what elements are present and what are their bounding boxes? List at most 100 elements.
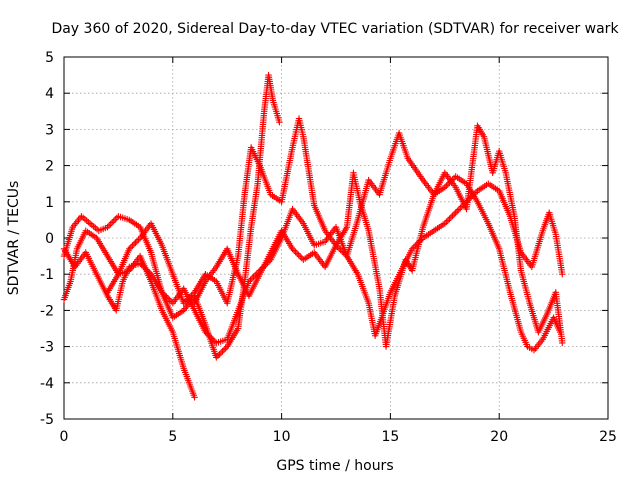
series-track-5 xyxy=(191,122,566,350)
data-point xyxy=(216,351,223,358)
data-point xyxy=(443,182,450,189)
y-tick-label: -4 xyxy=(40,376,54,392)
data-point xyxy=(449,212,456,219)
data-point xyxy=(129,242,136,249)
data-point xyxy=(105,222,113,229)
x-tick-label: 20 xyxy=(490,429,508,445)
data-point xyxy=(108,219,116,226)
data-point xyxy=(213,354,220,361)
data-point xyxy=(143,266,150,273)
data-point xyxy=(297,253,304,260)
series-track-2 xyxy=(60,71,283,361)
data-point xyxy=(292,248,299,256)
data-point xyxy=(450,211,458,218)
data-point xyxy=(446,215,453,223)
y-tick-label: -2 xyxy=(40,303,54,319)
data-point xyxy=(444,217,452,224)
data-point xyxy=(189,290,197,298)
data-point xyxy=(166,296,173,304)
data-point xyxy=(211,338,218,345)
data-point xyxy=(340,249,347,257)
data-point xyxy=(289,245,296,253)
data-point xyxy=(335,245,343,252)
x-tick-label: 10 xyxy=(273,429,291,445)
data-point xyxy=(208,335,215,342)
data-point xyxy=(293,250,301,257)
data-point xyxy=(251,272,259,279)
x-tick-label: 15 xyxy=(381,429,399,445)
y-tick-label: 1 xyxy=(45,195,54,211)
y-axis-label: SDTVAR / TECUs xyxy=(6,181,22,296)
data-point xyxy=(276,118,283,126)
data-point xyxy=(214,352,222,360)
data-point xyxy=(110,217,117,225)
data-point xyxy=(127,244,135,251)
x-axis-label: GPS time / hours xyxy=(276,458,393,474)
data-point xyxy=(104,223,111,231)
data-point xyxy=(408,245,416,253)
x-tick-label: 5 xyxy=(168,429,177,445)
data-point xyxy=(337,246,344,254)
data-point xyxy=(164,295,172,302)
data-point xyxy=(454,207,461,215)
data-point xyxy=(130,241,138,248)
y-tick-label: 2 xyxy=(45,159,54,175)
data-point xyxy=(210,336,217,344)
data-point xyxy=(441,220,448,227)
data-point xyxy=(133,237,141,245)
data-point xyxy=(410,244,417,251)
x-tick-label: 0 xyxy=(60,429,69,445)
y-tick-label: 3 xyxy=(45,122,54,138)
data-point xyxy=(443,218,450,226)
data-point xyxy=(455,206,462,213)
plot-frame xyxy=(63,56,609,420)
data-point xyxy=(132,239,139,246)
data-point xyxy=(126,245,133,253)
data-point xyxy=(191,394,198,401)
y-tick-label: 4 xyxy=(45,86,54,102)
y-tick-label: 5 xyxy=(45,50,54,66)
data-point xyxy=(135,236,142,243)
axis-ticks: 0 5 10 15 20 25 -5 -4 -3 -2 -1 0 1 2 3 4 5 xyxy=(40,50,617,445)
y-tick-label: -5 xyxy=(40,412,54,428)
data-point xyxy=(188,292,195,299)
data-point xyxy=(163,293,170,301)
data-point xyxy=(206,333,214,340)
data-point xyxy=(220,346,228,353)
data-point xyxy=(452,209,459,216)
data-point xyxy=(161,292,169,299)
data-point xyxy=(186,293,194,301)
data-point xyxy=(290,247,298,254)
data-point xyxy=(144,267,152,275)
data-point xyxy=(182,298,189,305)
data-point xyxy=(112,216,119,223)
data-point xyxy=(180,299,187,307)
y-tick-label: -1 xyxy=(40,267,54,283)
data-point xyxy=(441,184,448,191)
chart-title: Day 360 of 2020, Sidereal Day-to-day VTE… xyxy=(51,21,619,37)
data-point xyxy=(146,269,153,276)
data-point xyxy=(136,260,144,267)
data-point xyxy=(250,273,257,280)
y-tick-label: 0 xyxy=(45,231,54,247)
data-point xyxy=(245,278,253,285)
data-point xyxy=(222,344,229,352)
data-point xyxy=(248,275,256,282)
data-point xyxy=(559,271,566,278)
x-tick-label: 25 xyxy=(599,429,617,445)
data-point xyxy=(247,276,254,284)
data-points xyxy=(60,71,566,401)
data-point xyxy=(217,349,225,357)
data-point xyxy=(203,330,211,337)
data-point xyxy=(447,214,455,221)
data-point xyxy=(185,295,192,302)
data-point xyxy=(107,220,114,228)
data-point xyxy=(113,214,121,222)
data-point xyxy=(183,296,190,304)
data-point xyxy=(141,264,149,272)
data-point xyxy=(457,204,464,212)
data-point xyxy=(205,332,212,339)
data-point xyxy=(138,261,145,269)
data-point xyxy=(559,339,566,347)
